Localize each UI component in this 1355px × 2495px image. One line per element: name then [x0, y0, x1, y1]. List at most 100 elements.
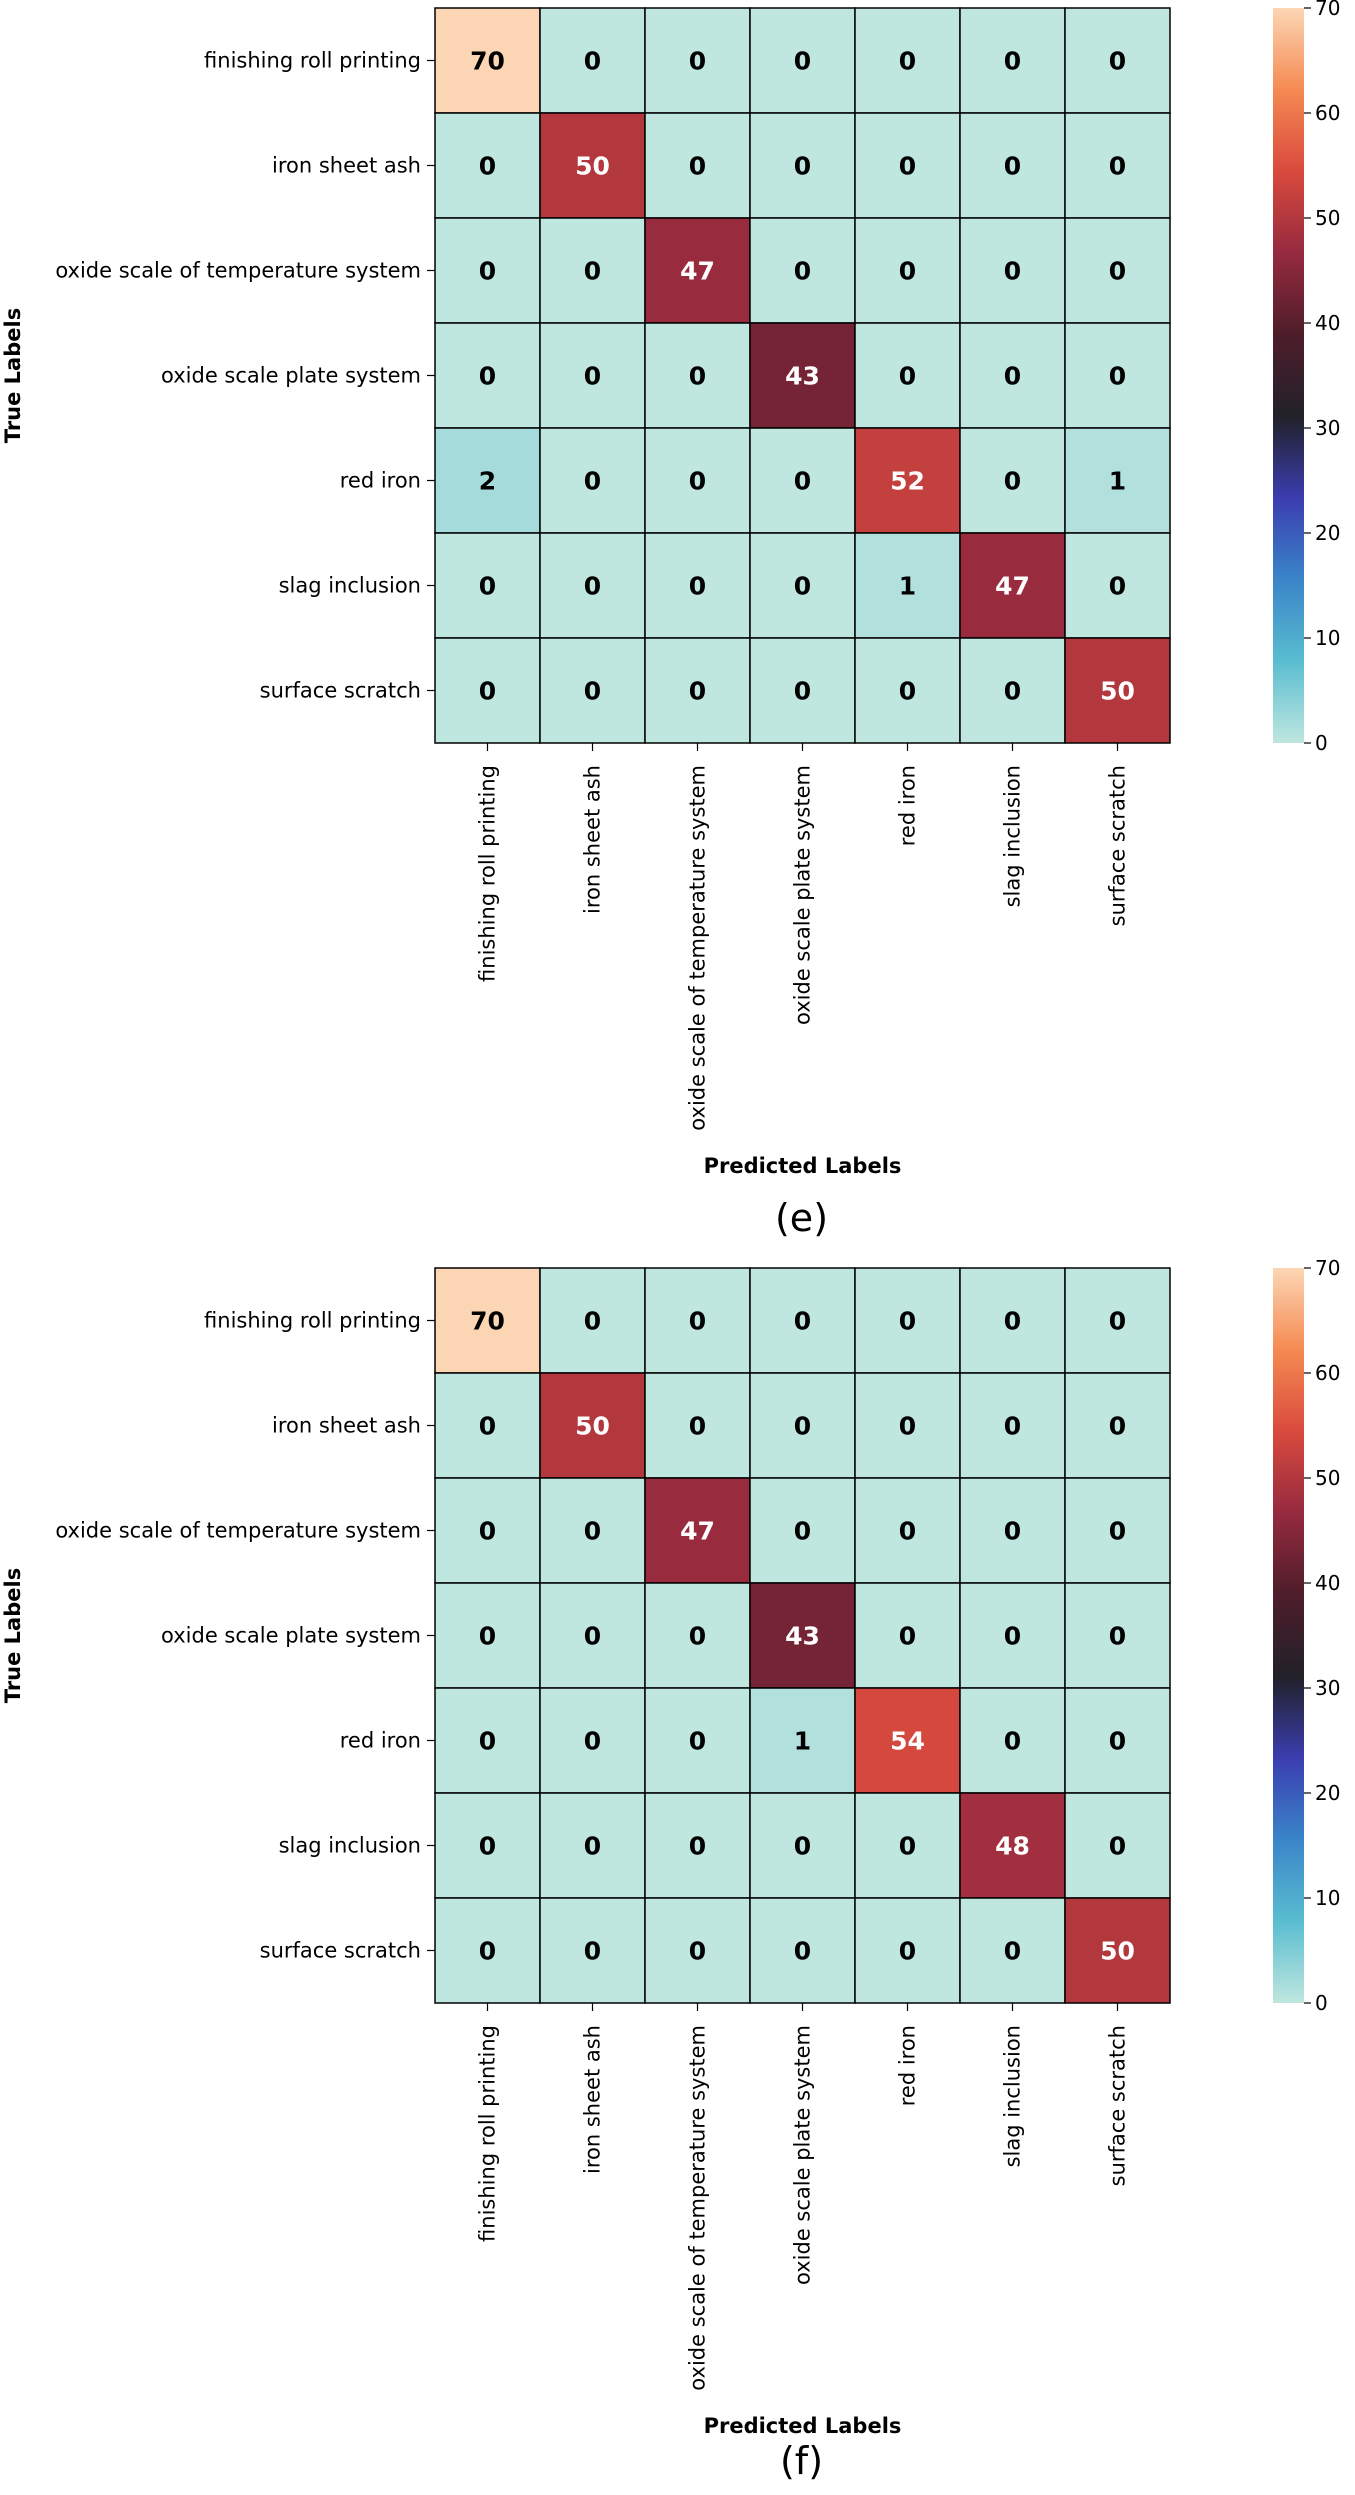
heatmap-cell — [1064, 1582, 1171, 1689]
cell-value-label: 0 — [899, 1937, 916, 1966]
confusion-matrix-f: 70 0 0 0 0 0 0 0 50 0 0 0 0 0 0 0 47 0 0 0 0 0 0 0 43 0 0 0 0 0 0 1 54 0 0… — [1, 1256, 1340, 2483]
cell-value-label: 0 — [584, 257, 601, 286]
y-tick-label: oxide scale of temperature system — [55, 1519, 421, 1543]
cell-value-label: 0 — [584, 677, 601, 706]
x-tick-label: finishing roll printing — [476, 765, 500, 982]
colorbar-tick-label: 0 — [1315, 1991, 1328, 2015]
heatmap-cell — [1064, 1897, 1171, 2004]
heatmap-cell — [854, 1267, 961, 1374]
heatmap-cell — [959, 1687, 1066, 1794]
cell-value-label: 0 — [899, 677, 916, 706]
heatmap-cell — [644, 637, 751, 744]
cell-value-label: 0 — [584, 572, 601, 601]
heatmap-cell — [854, 637, 961, 744]
cell-value-label: 0 — [899, 1307, 916, 1336]
heatmap-cell — [959, 1897, 1066, 2004]
heatmap-cell — [644, 7, 751, 114]
heatmap-cell — [434, 1267, 541, 1374]
colorbar-tick-label: 20 — [1315, 521, 1340, 545]
cell-value-label: 0 — [479, 677, 496, 706]
heatmap-cell — [434, 427, 541, 534]
y-tick-label: oxide scale of temperature system — [55, 259, 421, 283]
colorbar-tick-label: 70 — [1315, 0, 1340, 20]
heatmap-cell — [434, 637, 541, 744]
y-axis-title: True Labels — [1, 1568, 25, 1703]
cell-value-label: 0 — [479, 1622, 496, 1651]
cell-value-label: 0 — [899, 1517, 916, 1546]
y-tick-label: surface scratch — [260, 1939, 421, 1963]
cell-value-label: 0 — [479, 1937, 496, 1966]
x-axis-title: Predicted Labels — [704, 1154, 902, 1178]
cell-value-label: 0 — [899, 1832, 916, 1861]
heatmap-cell — [749, 1267, 856, 1374]
heatmap-cell — [539, 1897, 646, 2004]
x-tick-label: slag inclusion — [1001, 2025, 1025, 2167]
x-tick-label: surface scratch — [1106, 765, 1130, 926]
cell-value-label: 0 — [899, 1622, 916, 1651]
heatmap-cell — [1064, 1372, 1171, 1479]
heatmap-cell — [539, 217, 646, 324]
heatmap-cell — [854, 1372, 961, 1479]
heatmap-cell — [1064, 217, 1171, 324]
cell-value-label: 0 — [689, 47, 706, 76]
heatmap-cell — [1064, 1477, 1171, 1584]
heatmap-cell — [434, 1477, 541, 1584]
cell-value-label: 0 — [1109, 1307, 1126, 1336]
cell-value-label: 52 — [890, 467, 925, 496]
cell-value-label: 0 — [689, 572, 706, 601]
heatmap-cell — [644, 217, 751, 324]
x-tick-label: oxide scale of temperature system — [686, 2025, 710, 2391]
x-tick-label: red iron — [896, 765, 920, 846]
heatmap-cell — [434, 7, 541, 114]
panel-caption: (f) — [780, 2439, 823, 2483]
cell-value-label: 0 — [794, 1937, 811, 1966]
heatmap-cell — [854, 1582, 961, 1689]
colorbar-tick-label: 10 — [1315, 626, 1340, 650]
x-tick-label: red iron — [896, 2025, 920, 2106]
cell-value-label: 0 — [584, 1937, 601, 1966]
heatmap-cell — [644, 112, 751, 219]
cell-value-label: 0 — [479, 1727, 496, 1756]
colorbar-tick-label: 30 — [1315, 416, 1340, 440]
cell-value-label: 0 — [689, 1622, 706, 1651]
colorbar-tick-label: 60 — [1315, 101, 1340, 125]
cell-value-label: 0 — [584, 362, 601, 391]
heatmap-cell — [854, 1687, 961, 1794]
heatmap-cell — [644, 1687, 751, 1794]
heatmap-cell — [1064, 1687, 1171, 1794]
cell-value-label: 0 — [584, 1622, 601, 1651]
cell-value-label: 0 — [479, 1412, 496, 1441]
cell-value-label: 0 — [1004, 257, 1021, 286]
cell-value-label: 0 — [1109, 362, 1126, 391]
cell-value-label: 0 — [794, 47, 811, 76]
heatmap-cell — [854, 217, 961, 324]
colorbar-tick-label: 50 — [1315, 1466, 1340, 1490]
heatmap-cell — [539, 1687, 646, 1794]
heatmap-cell — [644, 532, 751, 639]
colorbar-tick-label: 10 — [1315, 1886, 1340, 1910]
cell-value-label: 50 — [1100, 1937, 1135, 1966]
y-tick-label: finishing roll printing — [204, 49, 421, 73]
cell-value-label: 0 — [689, 152, 706, 181]
cell-value-label: 0 — [794, 572, 811, 601]
cell-value-label: 48 — [995, 1832, 1030, 1861]
cell-value-label: 0 — [794, 677, 811, 706]
x-tick-label: finishing roll printing — [476, 2025, 500, 2242]
heatmap-cell — [959, 1372, 1066, 1479]
heatmap-cell — [539, 7, 646, 114]
x-tick-label: oxide scale plate system — [791, 765, 815, 1025]
cell-value-label: 0 — [479, 152, 496, 181]
colorbar-tick-label: 0 — [1315, 731, 1328, 755]
cell-value-label: 0 — [479, 572, 496, 601]
cell-value-label: 0 — [794, 467, 811, 496]
cell-value-label: 0 — [479, 257, 496, 286]
cell-value-label: 0 — [899, 362, 916, 391]
heatmap-cell — [854, 1792, 961, 1899]
heatmap-cell — [434, 532, 541, 639]
heatmap-cell — [749, 637, 856, 744]
x-tick-label: slag inclusion — [1001, 765, 1025, 907]
heatmap-cell — [1064, 532, 1171, 639]
cell-value-label: 0 — [1004, 1727, 1021, 1756]
heatmap-cell — [644, 427, 751, 534]
y-tick-label: slag inclusion — [279, 574, 421, 598]
